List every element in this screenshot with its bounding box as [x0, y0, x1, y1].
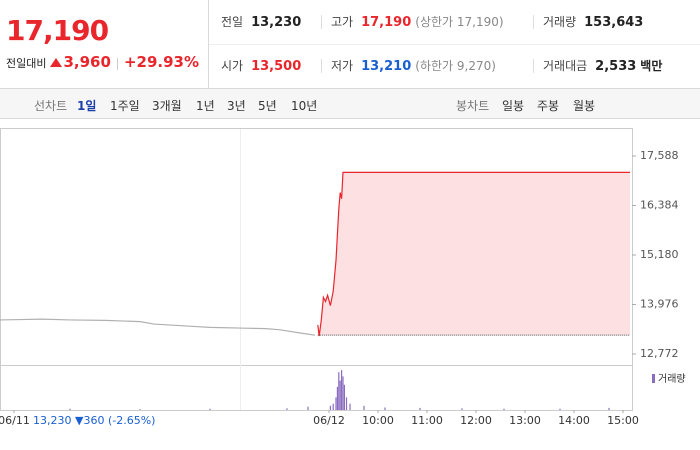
stat-note: (하한가 9,270) [415, 59, 496, 73]
tab[interactable]: 5년 [258, 99, 277, 113]
prev-summary: 13,230 ▼360 (-2.65%) [33, 414, 155, 427]
row-divider [209, 44, 700, 45]
volume-bar [69, 408, 71, 410]
divider [321, 15, 322, 29]
price-line [317, 171, 630, 337]
change-value: 3,960 [63, 53, 111, 71]
price-line [0, 318, 316, 336]
stat-label: 저가 [331, 59, 354, 73]
volume-bar [286, 408, 288, 410]
stat-label: 거래대금 [543, 59, 588, 73]
stat-label: 시가 [221, 59, 244, 73]
stat-note: (상한가 17,190) [415, 15, 504, 29]
volume-bar [336, 386, 338, 410]
tab[interactable]: 3년 [227, 99, 246, 113]
tab[interactable]: 월봉 [573, 99, 596, 113]
plot-frame [0, 128, 633, 411]
quote-header: 17,190 전일대비 3,960 +29.93% 전일 13,230 고가 17,190… [0, 0, 700, 89]
stat-value: 13,230 [251, 15, 302, 30]
volume-bar [341, 370, 343, 410]
up-arrow [50, 58, 63, 67]
tab-label: 봉차트 [456, 99, 490, 113]
stat: 시가 13,500 [221, 57, 301, 74]
y-tick-label: 16,384 [640, 199, 679, 212]
x-tick-label: 14:00 [558, 414, 590, 427]
y-tick-label: 12,772 [640, 347, 679, 360]
stat: 저가 13,210 (하한가 9,270) [331, 57, 496, 74]
volume-bar [329, 405, 331, 410]
change-label: 전일대비 [6, 57, 47, 70]
separator [116, 58, 118, 70]
area-fill [317, 172, 630, 336]
volume-bar [559, 408, 561, 410]
tab[interactable]: 일봉 [502, 99, 525, 113]
volume-bar [384, 407, 386, 410]
volume-bar [503, 408, 505, 410]
volume-legend: 거래량 [658, 373, 686, 385]
stat: 거래대금 2,533 백만 [543, 57, 662, 74]
stat: 거래량 153,643 [543, 13, 643, 30]
stat-label: 전일 [221, 15, 244, 29]
tab[interactable]: 10년 [291, 99, 318, 113]
stats-panel: 전일 13,230 고가 17,190 (상한가 17,190) 거래량 153,643 시가… [208, 0, 700, 88]
stat-label: 고가 [331, 15, 354, 29]
stat-value: 13,500 [251, 59, 302, 74]
volume-bar [307, 406, 309, 410]
volume-bar [338, 372, 340, 410]
stat-value: 17,190 [361, 15, 412, 30]
change-rate: +29.93% [123, 53, 199, 71]
volume-bar [608, 407, 610, 410]
tab-label: 선차트 [34, 99, 68, 113]
change-row: 전일대비 3,960 +29.93% [6, 53, 199, 71]
divider [533, 15, 534, 29]
tab[interactable]: 3개월 [152, 99, 182, 113]
volume-bar [349, 403, 351, 410]
volume-bar [139, 409, 141, 410]
current-price: 17,190 [6, 14, 109, 47]
tab[interactable]: 1주일 [110, 99, 140, 113]
x-tick-label: 06/11 [0, 414, 30, 427]
stat-value: 153,643 [584, 15, 644, 30]
y-tick-label: 13,976 [640, 298, 679, 311]
volume-bar [461, 408, 463, 410]
stat-value: 13,210 [361, 59, 412, 74]
volume-bar [345, 397, 348, 410]
x-tick-label: 12:00 [460, 414, 492, 427]
volume-bar [363, 405, 365, 410]
y-tick-label: 15,180 [640, 248, 679, 261]
volume-bar [339, 380, 341, 410]
volume-legend-swatch [652, 374, 655, 383]
volume-bar [342, 376, 344, 410]
x-tick-label: 15:00 [607, 414, 639, 427]
x-tick-label: 13:00 [509, 414, 541, 427]
x-tick-label: 11:00 [411, 414, 443, 427]
stat: 고가 17,190 (상한가 17,190) [331, 13, 504, 30]
period-tabs: 선차트 1일 1주일 3개월 1년 3년 5년 10년 봉차트 일봉 주봉 월봉 [0, 89, 700, 119]
y-tick-label: 17,588 [640, 149, 679, 162]
x-tick-label: 06/12 [313, 414, 345, 427]
tab[interactable]: 1년 [196, 99, 215, 113]
divider [533, 59, 534, 73]
divider [321, 59, 322, 73]
stat-label: 거래량 [543, 15, 577, 29]
volume-bar [343, 384, 345, 410]
stat: 전일 13,230 [221, 13, 301, 30]
volume-bar [335, 397, 337, 410]
volume-bar [419, 407, 421, 410]
tab[interactable]: 1일 [77, 99, 97, 113]
stat-note: 백만 [640, 59, 663, 73]
x-tick-label: 10:00 [362, 414, 394, 427]
tab[interactable]: 주봉 [537, 99, 560, 113]
volume-bar [209, 408, 211, 410]
volume-bar [332, 403, 334, 410]
stat-value: 2,533 [595, 59, 637, 74]
